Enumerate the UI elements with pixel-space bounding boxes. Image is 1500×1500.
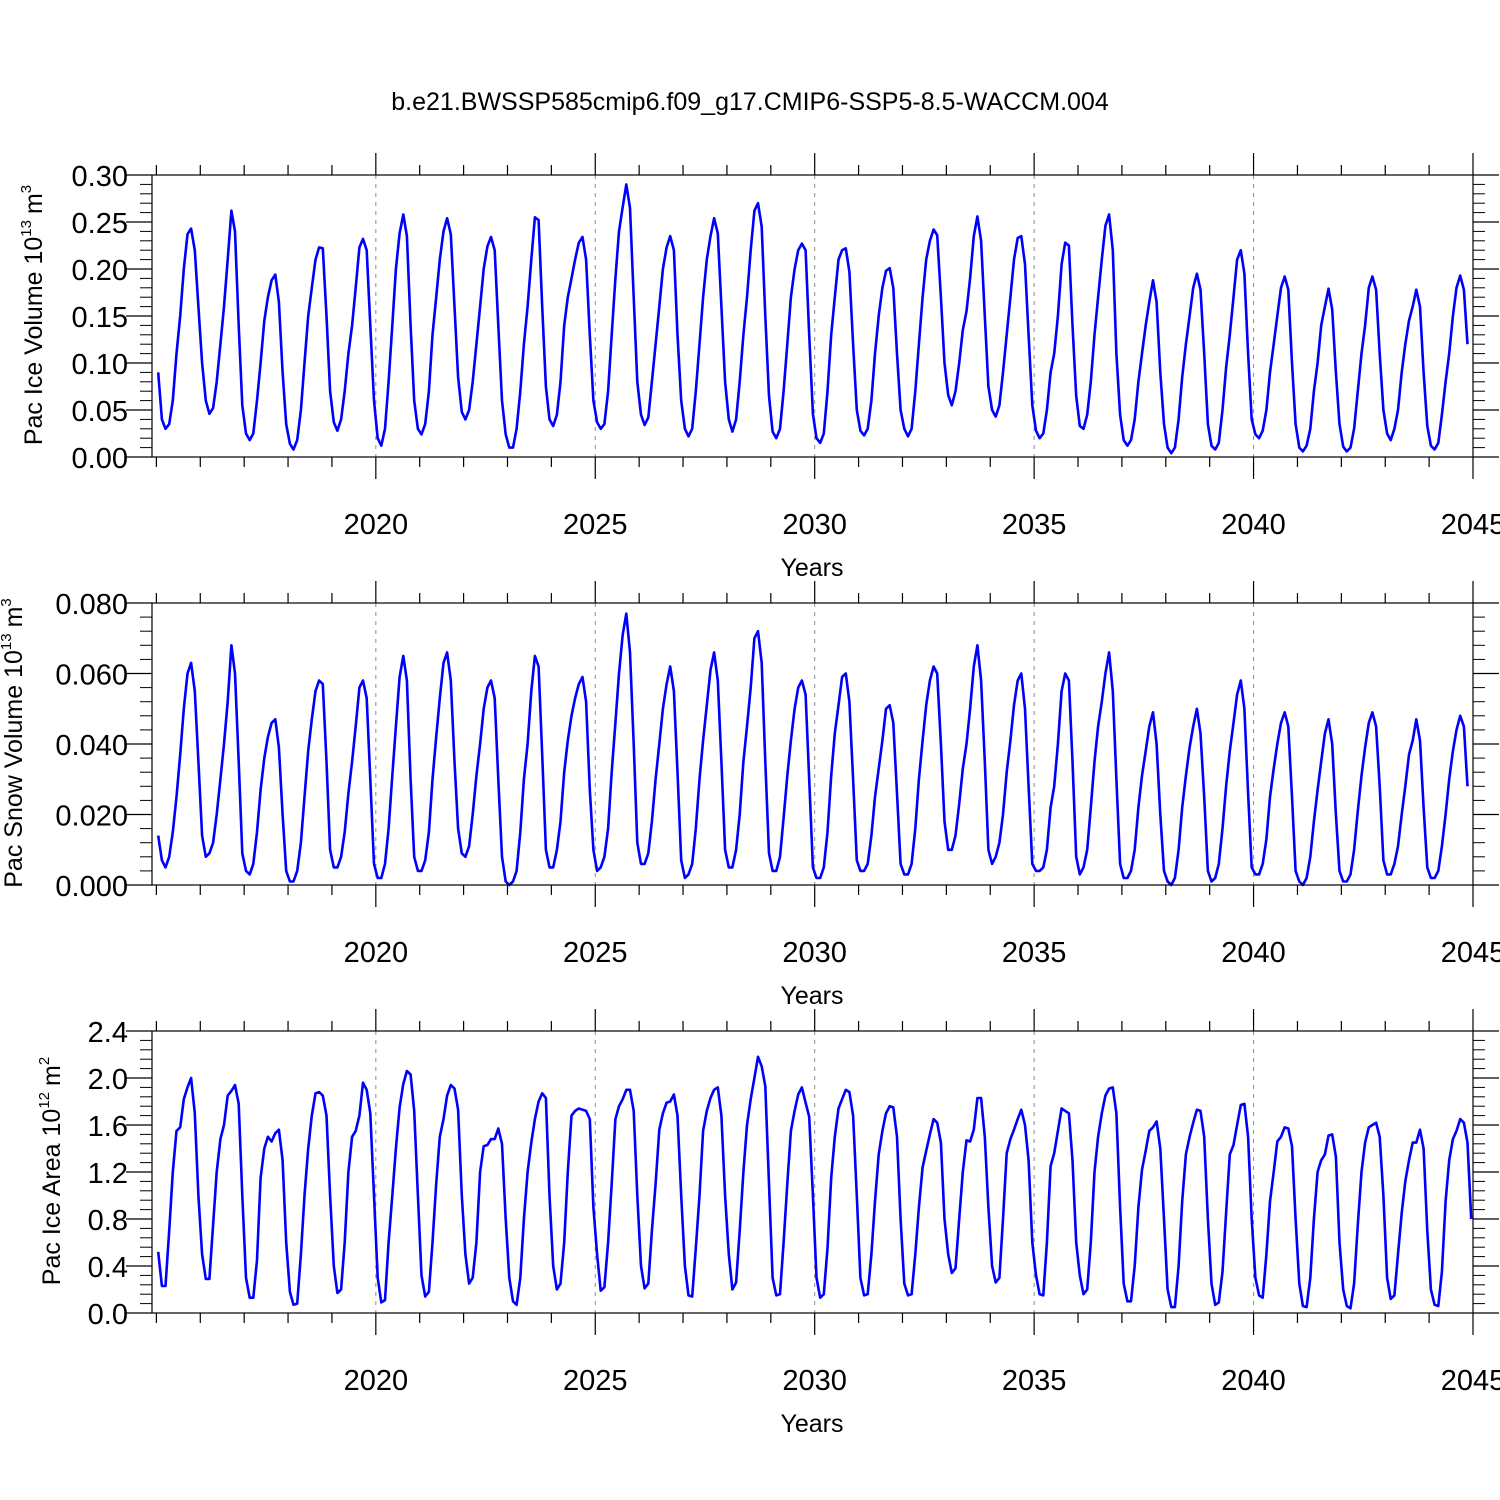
y-axis-label-text: Pac Snow Volume 10 [0,650,28,888]
panel-xticks: 2020 2025 2030 2035 2040 2045 [155,581,1500,969]
panel-series [156,612,1469,887]
y-tick-label: 2.4 [88,1017,128,1049]
data-line [156,612,1469,887]
y-axis-label-unit: m [38,1065,66,1086]
panel-grid [375,603,1255,885]
panel-xticks: 2020 2025 2030 2035 2040 2045 [155,153,1500,541]
x-tick-label: 2040 [1221,1365,1286,1397]
x-tick-label: 2040 [1221,937,1286,969]
y-axis-label-unit: m [20,193,48,214]
y-axis-label-text: Pac Ice Volume 10 [20,237,48,445]
y-tick-label: 0.20 [72,255,128,287]
y-tick-label: 0.25 [72,208,128,240]
y-tick-label: 0.15 [72,302,128,334]
y-tick-label: 1.6 [88,1111,128,1143]
panel-yticks: 0.000 0.020 0.040 0.060 0.080 [55,589,1499,903]
y-axis-label-text: Pac Ice Area 10 [38,1109,66,1286]
panel-ice-volume: 2020 2025 2030 2035 2040 2045 0.00 0.05 0.10 0.1… [18,153,1500,582]
x-tick-label: 2025 [563,937,628,969]
x-axis-label: Years [780,554,843,582]
y-axis-label-unit-exponent: 3 [0,598,15,606]
x-tick-label: 2020 [344,1365,409,1397]
panel-series [156,183,1469,455]
y-tick-label: 2.0 [88,1064,128,1096]
x-tick-label: 2040 [1221,509,1286,541]
x-tick-label: 2035 [1002,509,1067,541]
y-axis-label-unit-exponent: 3 [18,185,35,193]
x-axis-label: Years [780,1410,843,1438]
y-axis-label-exponent: 12 [36,1092,53,1109]
x-tick-label: 2020 [344,509,409,541]
y-axis-label-exponent: 13 [18,220,35,237]
y-axis-label: Pac Ice Area 1012 m2 [36,1057,66,1285]
y-axis-label: Pac Ice Volume 1013 m3 [18,185,48,445]
x-tick-label: 2025 [563,1365,628,1397]
y-tick-label: 0.05 [72,396,128,428]
x-tick-label: 2045 [1441,509,1500,541]
y-tick-label: 0.060 [55,660,128,692]
x-tick-label: 2030 [782,937,847,969]
y-tick-label: 0.000 [55,871,128,903]
panel-yticks: 0.00 0.05 0.10 0.15 0.20 0.25 0.30 [72,161,1499,475]
y-axis-label-unit-exponent: 2 [36,1057,53,1065]
y-tick-label: 0.020 [55,801,128,833]
y-tick-label: 0.080 [55,589,128,621]
y-tick-label: 0.10 [72,349,128,381]
y-tick-label: 0.4 [88,1252,128,1284]
y-axis-label-unit: m [0,607,28,628]
y-tick-label: 0.8 [88,1205,128,1237]
data-line [156,183,1469,455]
x-tick-label: 2025 [563,509,628,541]
panel-ice-area: 2020 2025 2030 2035 2040 2045 0.0 0.4 0.8 1.2 1.6… [36,1009,1500,1438]
x-tick-label: 2035 [1002,937,1067,969]
data-line [156,1055,1473,1310]
panel-xticks: 2020 2025 2030 2035 2040 2045 [155,1009,1500,1397]
y-axis-label-exponent: 13 [0,633,15,650]
x-tick-label: 2035 [1002,1365,1067,1397]
y-tick-label: 0.00 [72,443,128,475]
panel-grid [375,175,1255,457]
x-tick-label: 2020 [344,937,409,969]
x-tick-label: 2045 [1441,937,1500,969]
x-axis-label: Years [780,982,843,1010]
y-tick-label: 1.2 [88,1158,128,1190]
y-tick-label: 0.0 [88,1299,128,1331]
panel-series [156,1055,1473,1310]
figure-title: b.e21.BWSSP585cmip6.f09_g17.CMIP6-SSP5-8… [391,88,1109,116]
panel-snow-volume: 2020 2025 2030 2035 2040 2045 0.000 0.020 0.040… [0,581,1500,1010]
panel-yticks: 0.0 0.4 0.8 1.2 1.6 2.0 2.4 [88,1017,1499,1331]
y-tick-label: 0.040 [55,730,128,762]
x-tick-label: 2045 [1441,1365,1500,1397]
y-axis-label: Pac Snow Volume 1013 m3 [0,598,28,888]
x-tick-label: 2030 [782,509,847,541]
y-tick-label: 0.30 [72,161,128,193]
x-tick-label: 2030 [782,1365,847,1397]
